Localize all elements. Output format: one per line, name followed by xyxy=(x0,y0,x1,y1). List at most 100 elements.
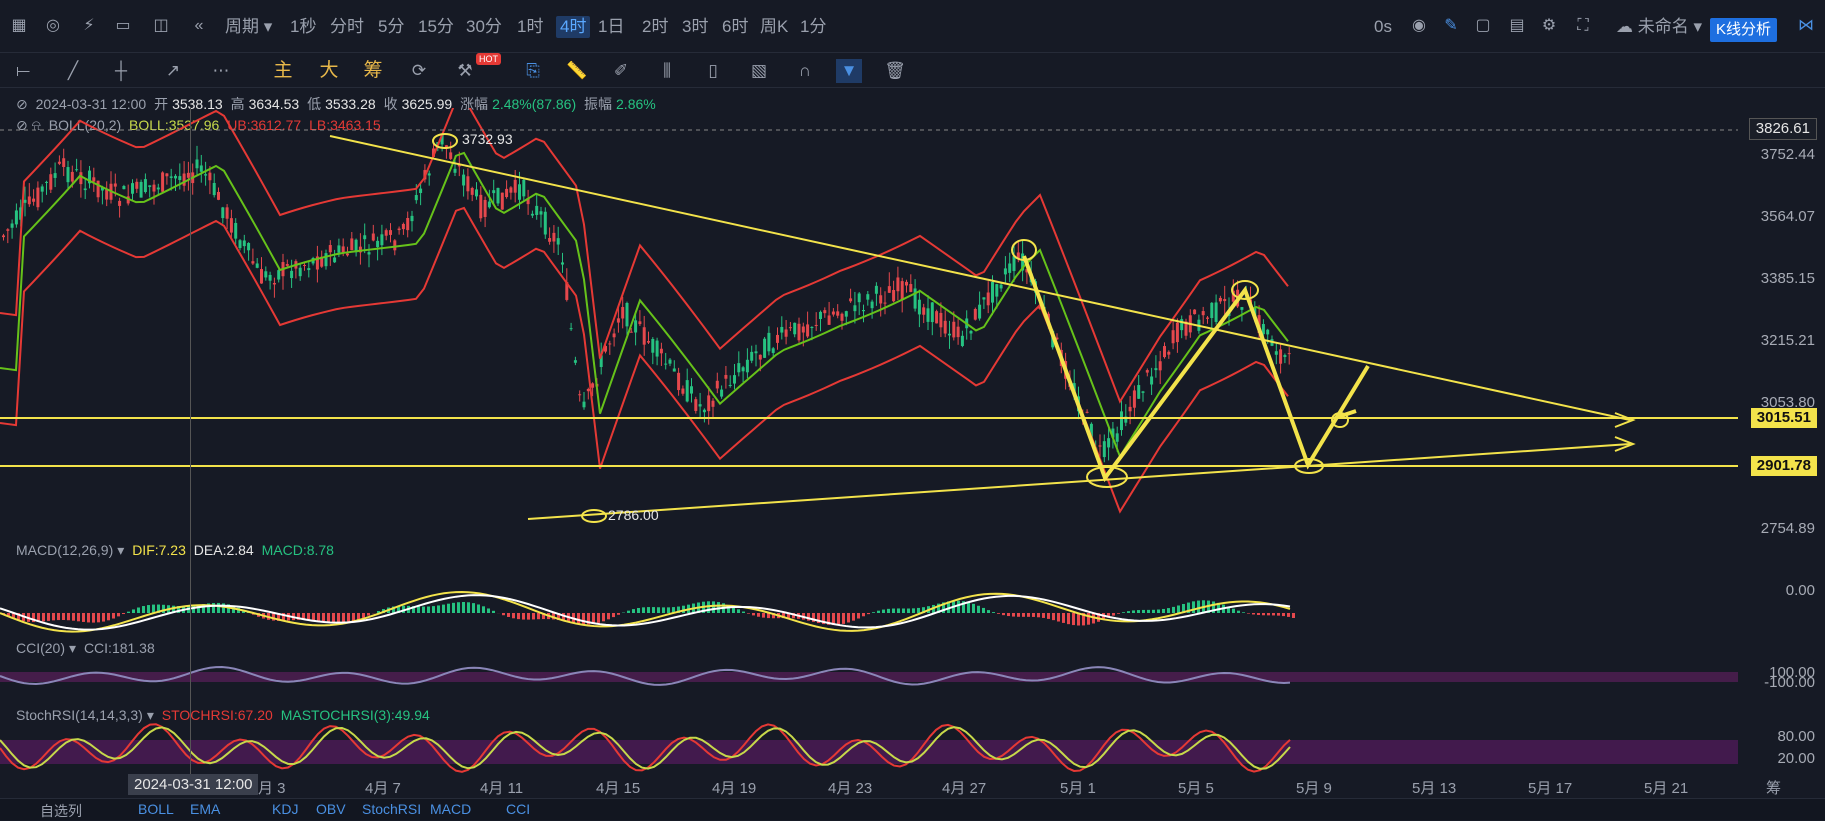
macd-bar xyxy=(652,607,655,613)
magnet-icon[interactable]: ∩ xyxy=(792,59,818,83)
x-tick-label: 4月 11 xyxy=(480,777,523,798)
timeframe-1[interactable]: 分时 xyxy=(330,16,364,38)
macd-bar xyxy=(322,613,325,622)
macd-bar xyxy=(62,613,65,620)
lightning-icon[interactable]: ⚡ xyxy=(78,15,100,37)
macd-bar xyxy=(1177,605,1180,613)
candle-body xyxy=(948,334,951,336)
timeframe-3[interactable]: 15分 xyxy=(418,16,454,38)
chip-label[interactable]: 筹 xyxy=(1766,777,1781,798)
macd-bar xyxy=(752,613,755,615)
macd-bar xyxy=(967,602,970,613)
filter-icon[interactable]: ▼ xyxy=(836,59,862,83)
candle-body xyxy=(1133,390,1136,407)
bottom-item[interactable]: CCI xyxy=(506,801,530,817)
timeframe-9[interactable]: 3时 xyxy=(682,16,708,38)
comment-icon[interactable]: ▢ xyxy=(1472,15,1494,37)
candle-body xyxy=(557,238,560,244)
macd-info[interactable]: MACD(12,26,9)▾ DIF:7.23 DEA:2.84 MACD:8.… xyxy=(16,542,338,559)
kline-analysis-button[interactable]: K线分析 xyxy=(1710,18,1777,42)
price-chart[interactable]: 3732.93 2786.00 xyxy=(0,108,1740,798)
pen-icon[interactable]: ✎ xyxy=(1440,15,1462,37)
bottom-item[interactable]: BOLL xyxy=(138,801,174,817)
candle-body xyxy=(540,211,543,214)
fullscreen-icon[interactable]: ⛶ xyxy=(1572,15,1594,37)
macd-bar xyxy=(907,609,910,613)
candle-body xyxy=(1013,256,1016,271)
layout-icon[interactable]: ◫ xyxy=(150,15,172,37)
candle-body xyxy=(2,235,5,237)
price-scale[interactable]: 3826.61 3752.44 3564.07 3385.15 3215.21 … xyxy=(1739,108,1825,798)
strategy-icon[interactable]: ⚒ xyxy=(452,59,478,83)
candle-body xyxy=(978,305,981,319)
trend-line-icon[interactable]: ╱ xyxy=(60,59,86,83)
timeframe-6[interactable]: 4时 xyxy=(556,16,590,38)
macd-bar xyxy=(57,613,60,620)
candle-body xyxy=(591,383,594,387)
bottom-item[interactable]: OBV xyxy=(316,801,346,817)
macd-bar xyxy=(637,608,640,613)
cci-info[interactable]: CCI(20)▾ CCI:181.38 xyxy=(16,640,159,657)
main-indicator-button[interactable]: 主 xyxy=(270,59,296,83)
macd-bar xyxy=(92,613,95,623)
share-icon[interactable]: ⋈ xyxy=(1795,15,1817,37)
stochrsi-info[interactable]: StochRSI(14,14,3,3)▾ STOCHRSI:67.20 MAST… xyxy=(16,707,434,724)
camera-icon[interactable]: ◉ xyxy=(1408,15,1430,37)
bottom-item[interactable]: KDJ xyxy=(272,801,298,817)
gear-icon[interactable]: ⚙ xyxy=(1538,15,1560,37)
bottom-item[interactable]: EMA xyxy=(190,801,220,817)
chip-indicator-button[interactable]: 筹 xyxy=(360,59,386,83)
more-icon[interactable]: ⋯ xyxy=(208,59,234,83)
candle-body xyxy=(449,152,452,159)
candle-body xyxy=(1202,311,1205,315)
macd-bar xyxy=(1262,613,1265,615)
refresh-icon[interactable]: ⟳ xyxy=(406,59,432,83)
template-icon[interactable]: ▤ xyxy=(1506,15,1528,37)
candle-body xyxy=(471,188,474,195)
rewind-icon[interactable]: « xyxy=(188,15,210,37)
macd-bar xyxy=(667,607,670,613)
timeframe-4[interactable]: 30分 xyxy=(466,16,502,38)
big-indicator-button[interactable]: 大 xyxy=(316,59,342,83)
battery-icon[interactable]: ▯ xyxy=(700,59,726,83)
timeframe-0[interactable]: 1秒 xyxy=(290,16,316,38)
note-icon[interactable]: ▧ xyxy=(746,59,772,83)
layout-name[interactable]: ☁ 未命名 ▾ xyxy=(1616,16,1702,38)
candle-body xyxy=(380,234,383,245)
timeframe-8[interactable]: 2时 xyxy=(642,16,668,38)
timeframe-10[interactable]: 6时 xyxy=(722,16,748,38)
bottom-item[interactable]: MACD xyxy=(430,801,471,817)
timeframe-11[interactable]: 周K xyxy=(760,16,788,38)
timeframe-12[interactable]: 1分 xyxy=(800,16,826,38)
brush-icon[interactable]: ✐ xyxy=(608,59,634,83)
macd-bar xyxy=(42,613,45,621)
grid-icon[interactable]: ▦ xyxy=(8,15,30,37)
candle-body xyxy=(914,288,917,308)
candle-body xyxy=(1099,445,1102,446)
candle-body xyxy=(6,229,9,231)
x-tick-label: 4月 27 xyxy=(942,777,986,798)
timeframe-2[interactable]: 5分 xyxy=(378,16,404,38)
timeframe-5[interactable]: 1时 xyxy=(517,16,543,38)
trash-icon[interactable]: 🗑 xyxy=(882,59,908,83)
bottom-item[interactable]: StochRSI xyxy=(362,801,421,817)
candle-body xyxy=(79,172,82,184)
ruler-icon[interactable]: 📏 xyxy=(564,59,590,83)
candle-body xyxy=(226,207,229,218)
timeframe-7[interactable]: 1日 xyxy=(598,16,624,38)
ray-icon[interactable]: ↗ xyxy=(160,59,186,83)
macd-bar xyxy=(857,613,860,619)
candle-body xyxy=(643,327,646,344)
compass-icon[interactable]: ◎ xyxy=(42,15,64,37)
bottom-item[interactable]: 自选列 xyxy=(40,801,82,821)
macd-bar xyxy=(627,611,630,613)
calendar-icon[interactable]: ▭ xyxy=(112,15,134,37)
bookmark-icon[interactable]: ⎘ xyxy=(520,59,546,83)
candle-body xyxy=(273,283,276,284)
candle-body xyxy=(970,331,973,334)
candles-icon[interactable]: ⫼ xyxy=(654,59,680,83)
period-dropdown[interactable]: 周期 ▾ xyxy=(225,16,272,38)
cross-line-icon[interactable]: ┼ xyxy=(108,59,134,83)
horizontal-ray-icon[interactable]: ⟝ xyxy=(10,59,36,83)
